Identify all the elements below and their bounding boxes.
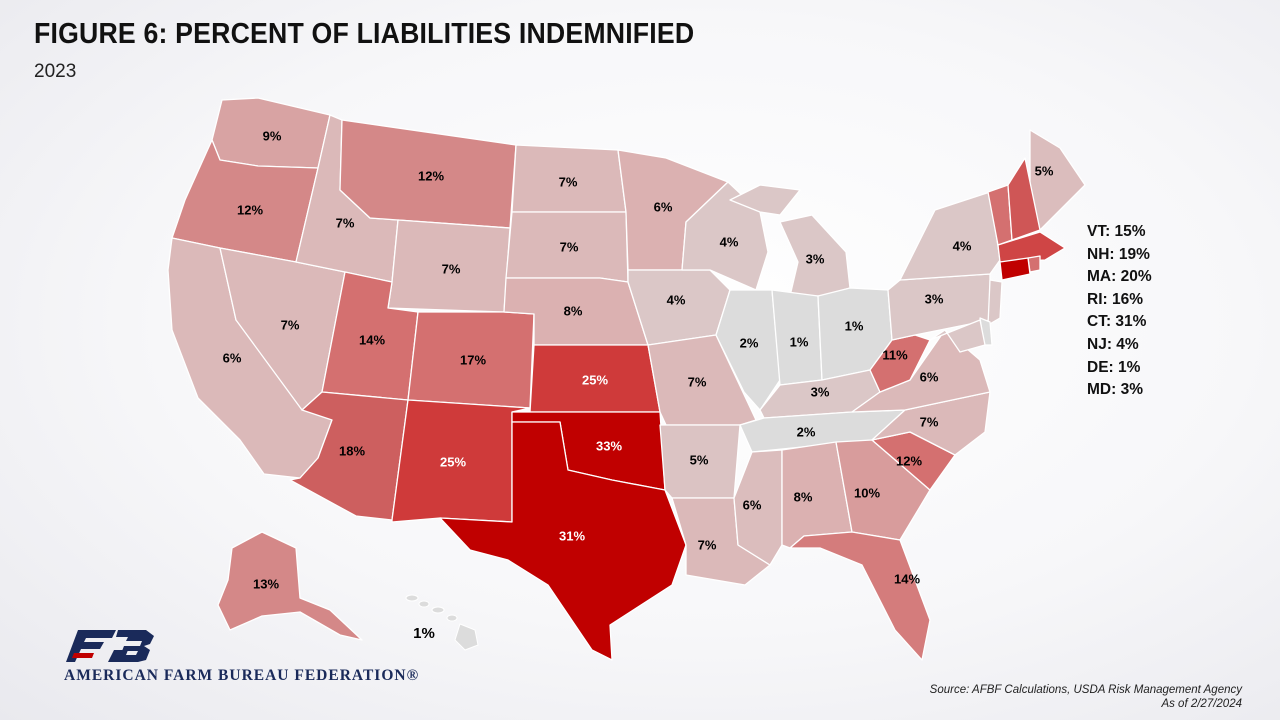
- label-KY: 3%: [811, 384, 830, 399]
- label-CA: 6%: [223, 350, 242, 365]
- state-WI: [681, 181, 769, 291]
- label-WI: 4%: [720, 234, 739, 249]
- state-WY: [387, 219, 511, 313]
- label-ND: 7%: [559, 174, 578, 189]
- ne-item-ri: RI: 16%: [1087, 290, 1143, 308]
- label-FL: 14%: [894, 571, 920, 586]
- state-TX: [439, 421, 687, 661]
- label-OR: 12%: [237, 202, 263, 217]
- label-IN: 1%: [790, 334, 809, 349]
- state-FL: [789, 531, 931, 661]
- ne-item-md: MD: 3%: [1087, 381, 1143, 399]
- label-SD: 7%: [560, 239, 579, 254]
- label-AL: 8%: [794, 489, 813, 504]
- ne-item-ct: CT: 31%: [1087, 313, 1147, 331]
- organization-name: AMERICAN FARM BUREAU FEDERATION®: [64, 667, 420, 684]
- label-KS: 25%: [582, 372, 608, 387]
- state-MD: [929, 319, 986, 353]
- label-MT: 12%: [418, 168, 444, 183]
- ne-item-de: DE: 1%: [1087, 358, 1141, 376]
- label-TN: 2%: [797, 424, 816, 439]
- label-MO: 7%: [688, 374, 707, 389]
- label-MS: 6%: [743, 497, 762, 512]
- state-NY: [899, 191, 1001, 281]
- label-UT: 14%: [359, 332, 385, 347]
- state-AK: [217, 531, 363, 641]
- label-MN: 6%: [654, 199, 673, 214]
- label-IL: 2%: [740, 335, 759, 350]
- label-IA: 4%: [667, 292, 686, 307]
- label-OH: 1%: [845, 318, 864, 333]
- label-WA: 9%: [263, 128, 282, 143]
- label-AR: 5%: [690, 452, 709, 467]
- label-TX: 31%: [559, 528, 585, 543]
- label-NC: 7%: [920, 414, 939, 429]
- figure-subtitle: 2023: [34, 61, 77, 82]
- label-AK: 13%: [253, 576, 279, 591]
- label-WY: 7%: [442, 261, 461, 276]
- label-NY: 4%: [953, 238, 972, 253]
- state-NH: [1007, 157, 1041, 241]
- ne-item-ma: MA: 20%: [1087, 268, 1152, 286]
- label-PA: 3%: [925, 291, 944, 306]
- ne-item-nj: NJ: 4%: [1087, 335, 1139, 353]
- label-AZ: 18%: [339, 443, 365, 458]
- source-note: Source: AFBF Calculations, USDA Risk Man…: [930, 683, 1242, 711]
- label-GA: 10%: [854, 485, 880, 500]
- label-NM: 25%: [440, 454, 466, 469]
- state-GA: [835, 439, 931, 541]
- source-line: Source: AFBF Calculations, USDA Risk Man…: [929, 684, 1242, 696]
- label-WV: 11%: [882, 347, 908, 362]
- figure-title: FIGURE 6: PERCENT OF LIABILITIES INDEMNI…: [34, 18, 695, 50]
- afbf-logo-icon: [66, 630, 154, 662]
- state-MI-UP: [729, 184, 801, 216]
- label-ME: 5%: [1035, 163, 1054, 178]
- state-CO: [407, 311, 535, 409]
- label-MI: 3%: [806, 251, 825, 266]
- as-of-date: As of 2/27/2024: [1161, 698, 1242, 710]
- state-NJ: [987, 279, 1003, 326]
- label-NV: 7%: [281, 317, 300, 332]
- state-HI: [405, 594, 479, 651]
- label-SC: 12%: [896, 453, 922, 468]
- label-ID: 7%: [336, 215, 355, 230]
- label-OK: 33%: [596, 438, 622, 453]
- label-HI: 1%: [413, 625, 435, 642]
- ne-item-vt: VT: 15%: [1087, 223, 1146, 240]
- ne-item-nh: NH: 19%: [1087, 245, 1150, 263]
- label-CO: 17%: [460, 352, 486, 367]
- state-CT: [999, 257, 1031, 281]
- northeast-values-list: VT: 15% NH: 19% MA: 20% RI: 16% CT: 31% …: [1087, 221, 1152, 402]
- state-MA: [997, 231, 1066, 263]
- label-LA: 7%: [698, 537, 717, 552]
- label-VA: 6%: [920, 369, 939, 384]
- label-NE: 8%: [564, 303, 583, 318]
- state-ME: [1029, 129, 1086, 231]
